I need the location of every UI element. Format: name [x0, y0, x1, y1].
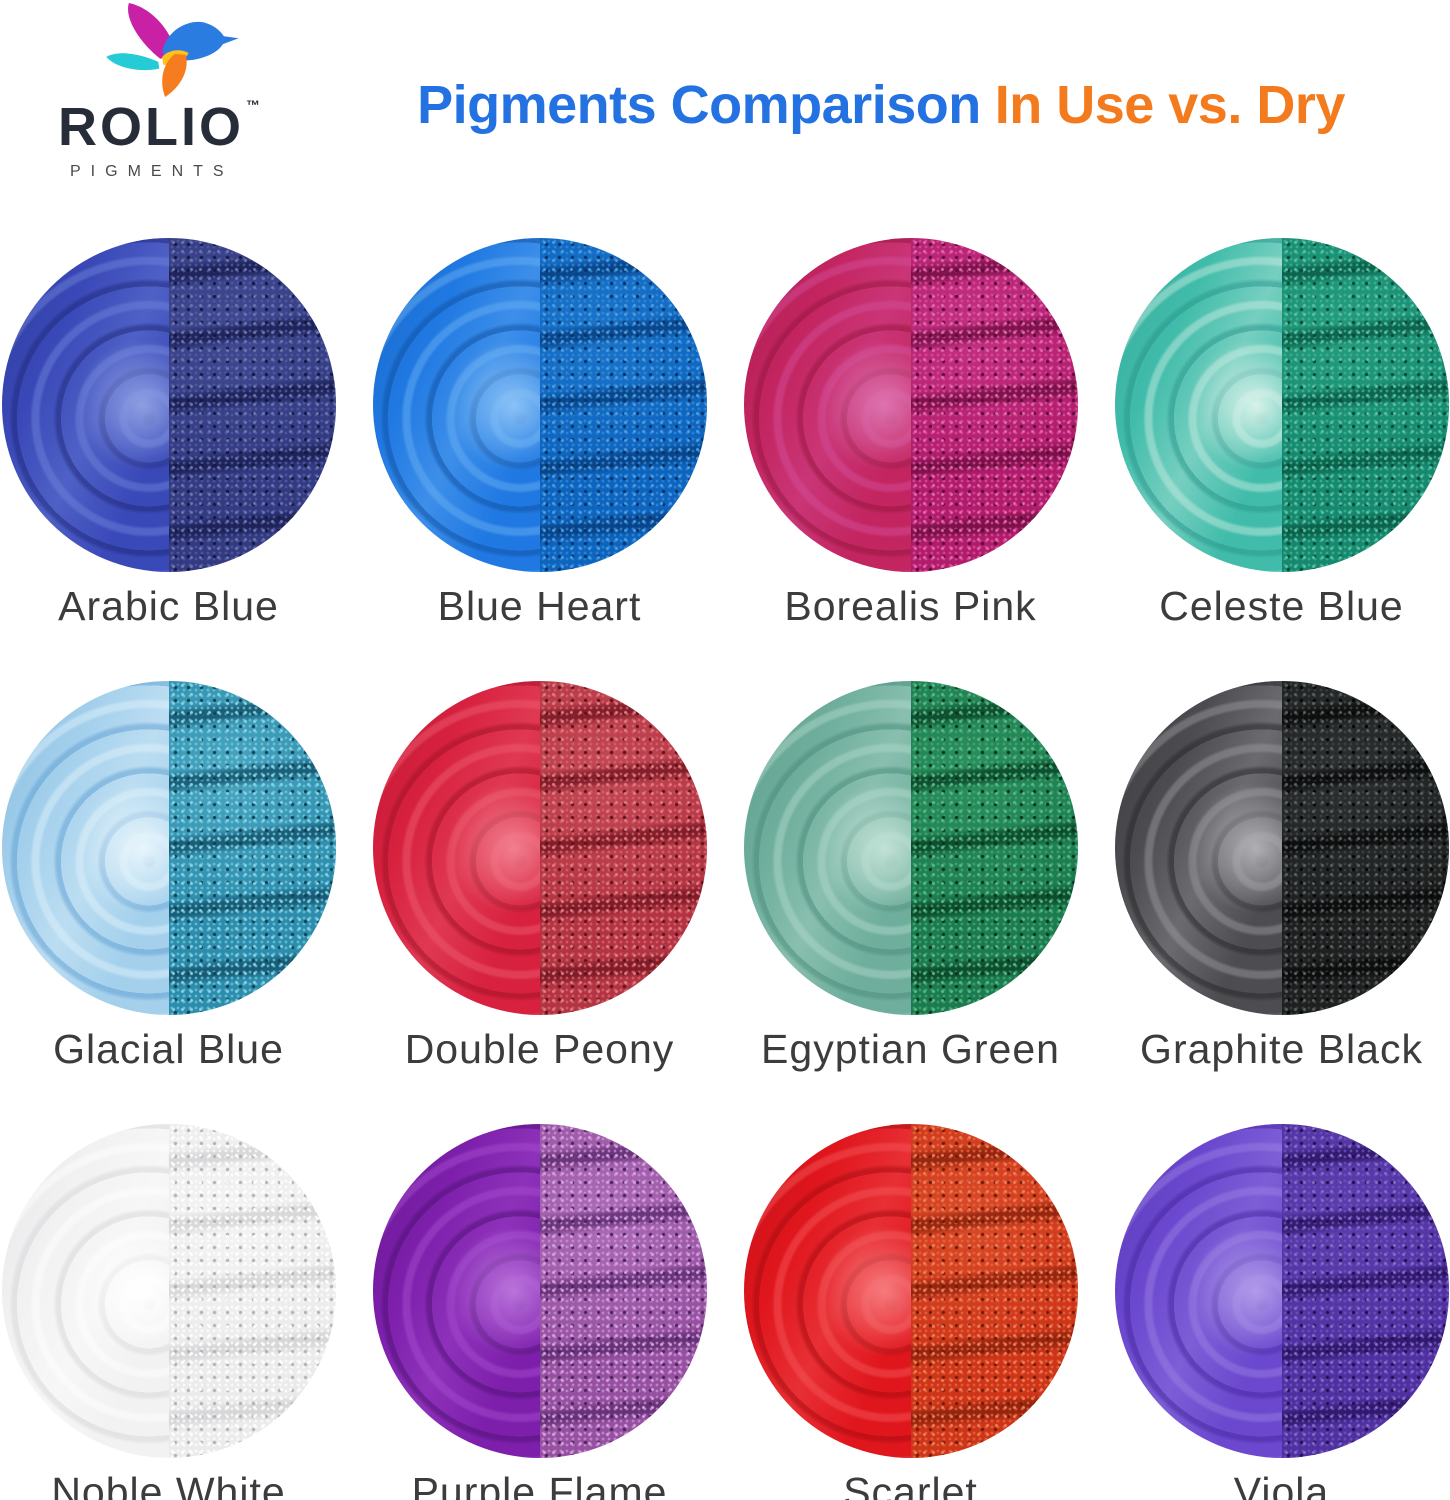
wet-pigment-half: [1114, 238, 1282, 572]
logo-wordmark: ROLIO ™: [58, 97, 263, 157]
pigment-name: Graphite Black: [1140, 1026, 1423, 1072]
pigment-swatch: [1, 238, 336, 572]
dry-pigment-half: [168, 1124, 336, 1458]
wet-pigment-half: [372, 1124, 540, 1458]
pigment-swatch: [1, 681, 336, 1015]
pigment-cell: Graphite Black: [1114, 681, 1449, 1072]
wet-pigment-half: [1114, 681, 1282, 1015]
pigment-swatch: [743, 681, 1078, 1015]
pigment-name: Double Peony: [404, 1026, 675, 1072]
pigment-cell: Borealis Pink: [743, 238, 1078, 629]
title-in-use-vs-dry: In Use vs. Dry: [994, 75, 1346, 135]
pigment-swatch: [1, 1124, 336, 1458]
wet-pigment-half: [743, 1124, 911, 1458]
wet-pigment-half: [1, 1124, 169, 1458]
pigment-swatch: [1114, 681, 1449, 1015]
dry-pigment-half: [539, 681, 707, 1015]
pigment-swatch: [372, 238, 707, 572]
pigment-cell: Glacial Blue: [1, 681, 336, 1072]
rolio-logo: ROLIO ™ PIGMENTS: [58, 0, 276, 181]
pigment-name: Egyptian Green: [761, 1026, 1060, 1072]
dry-pigment-half: [539, 1124, 707, 1458]
pigment-swatch: [372, 1124, 707, 1458]
dry-pigment-half: [1281, 1124, 1449, 1458]
wet-pigment-half: [372, 238, 540, 572]
pigment-cell: Egyptian Green: [743, 681, 1078, 1072]
pigment-swatch: [372, 681, 707, 1015]
dry-pigment-half: [168, 681, 336, 1015]
pigment-swatch: [1114, 238, 1449, 572]
pigment-name: Celeste Blue: [1159, 583, 1404, 629]
title-pigments-comparison: Pigments Comparison: [417, 75, 981, 135]
dry-pigment-half: [910, 238, 1078, 572]
pigment-name: Arabic Blue: [58, 583, 279, 629]
pigment-swatch: [1114, 1124, 1449, 1458]
dry-pigment-half: [539, 238, 707, 572]
logo-subtitle: PIGMENTS: [70, 163, 234, 180]
wet-pigment-half: [743, 238, 911, 572]
wet-pigment-half: [372, 681, 540, 1015]
wet-pigment-half: [743, 681, 911, 1015]
pigment-cell: Noble White: [1, 1124, 336, 1500]
pigment-cell: Blue Heart: [372, 238, 707, 629]
wet-pigment-half: [1, 681, 169, 1015]
pigment-name: Blue Heart: [437, 583, 642, 629]
wet-pigment-half: [1, 238, 169, 572]
dry-pigment-half: [910, 681, 1078, 1015]
pigment-cell: Celeste Blue: [1114, 238, 1449, 629]
page-title: Pigments Comparison In Use vs. Dry: [320, 74, 1442, 136]
pigment-swatch: [743, 1124, 1078, 1458]
pigment-name: Scarlet: [843, 1469, 978, 1500]
pigment-swatch: [743, 238, 1078, 572]
header: ROLIO ™ PIGMENTS Pigments Comparison In Us…: [0, 0, 1450, 238]
pigment-cell: Purple Flame: [372, 1124, 707, 1500]
pigment-cell: Viola: [1114, 1124, 1449, 1500]
pigment-name: Purple Flame: [411, 1469, 668, 1500]
pigment-name: Noble White: [51, 1469, 286, 1500]
pigment-name: Glacial Blue: [53, 1026, 284, 1072]
dry-pigment-half: [910, 1124, 1078, 1458]
dry-pigment-half: [1281, 238, 1449, 572]
dry-pigment-half: [1281, 681, 1449, 1015]
pigment-name: Viola: [1233, 1469, 1330, 1500]
pigment-grid: Arabic Blue Blue Heart Borealis Pink Cel…: [0, 238, 1450, 1500]
pigment-name: Borealis Pink: [784, 583, 1037, 629]
wet-pigment-half: [1114, 1124, 1282, 1458]
trademark-symbol: ™: [246, 97, 263, 113]
pigment-cell: Double Peony: [372, 681, 707, 1072]
pigment-cell: Arabic Blue: [1, 238, 336, 629]
dry-pigment-half: [168, 238, 336, 572]
hummingbird-icon: [106, 2, 239, 98]
pigment-cell: Scarlet: [743, 1124, 1078, 1500]
